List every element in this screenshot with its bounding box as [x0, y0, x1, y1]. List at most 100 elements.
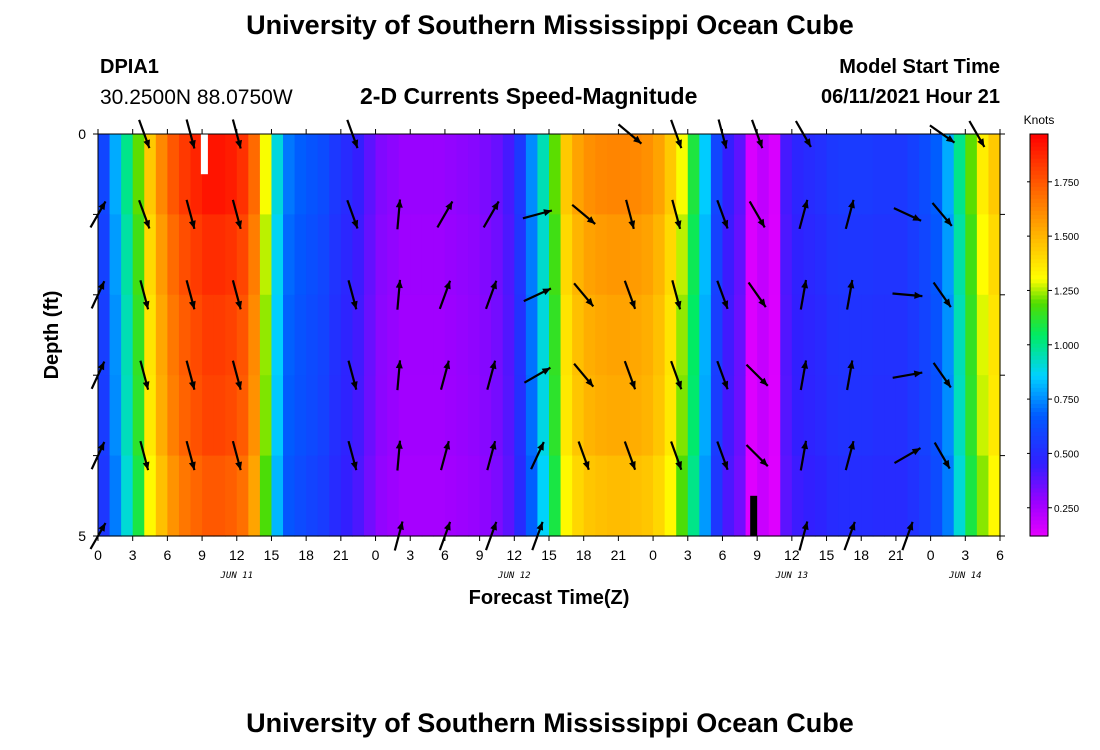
heatmap-cell	[919, 294, 932, 376]
heatmap-cell	[248, 455, 261, 537]
heatmap-cell	[213, 375, 226, 457]
heatmap-cell	[502, 375, 515, 457]
x-tick-label: 12	[229, 547, 245, 563]
colorbar: 0.250 0.500 0.750 1.000 1.250 1.500 1.750 Knots	[1024, 113, 1079, 537]
colorbar-swatch	[1030, 302, 1048, 308]
day-label: JUN 12	[497, 571, 531, 581]
heatmap-cell	[687, 214, 700, 296]
colorbar-swatch	[1030, 306, 1048, 312]
heatmap-cell	[421, 455, 434, 537]
heatmap-cell	[583, 134, 596, 215]
colorbar-swatch	[1030, 154, 1048, 159]
colorbar-swatch	[1030, 411, 1048, 416]
colorbar-swatch	[1030, 178, 1048, 183]
current-vector	[185, 360, 196, 390]
heatmap-cell	[942, 294, 955, 376]
heatmap-cell	[514, 134, 527, 215]
heatmap-cell	[387, 294, 400, 376]
heatmap-cell	[734, 294, 747, 376]
heatmap-cell	[757, 134, 770, 215]
heatmap-cell	[907, 134, 920, 215]
heatmap-cell	[121, 455, 134, 537]
heatmap-cell	[109, 214, 122, 296]
heatmap-cell	[560, 294, 573, 376]
current-vector	[932, 362, 952, 389]
heatmap-cell	[768, 294, 781, 376]
heatmap-cell	[456, 375, 469, 457]
colorbar-tick-label: 0.250	[1054, 504, 1079, 515]
heatmap-cell	[306, 294, 319, 376]
footer-title: University of Southern Mississippi Ocean…	[246, 708, 854, 738]
colorbar-swatch	[1030, 138, 1048, 143]
heatmap-cell	[838, 455, 851, 537]
colorbar-swatch	[1030, 519, 1048, 525]
heatmap-cell	[884, 375, 897, 457]
heatmap-cell	[988, 455, 1001, 537]
heatmap-cell	[861, 375, 874, 457]
heatmap-cell	[421, 134, 434, 215]
current-vector	[139, 360, 150, 390]
colorbar-swatch	[1030, 491, 1048, 497]
heatmap-cell	[942, 375, 955, 457]
colorbar-swatch	[1030, 322, 1048, 328]
current-vector	[799, 279, 809, 310]
colorbar-swatch	[1030, 298, 1048, 304]
heatmap-cell	[271, 375, 284, 457]
x-tick-label: 15	[541, 547, 557, 563]
current-vector	[185, 280, 196, 310]
current-vector	[347, 360, 358, 390]
colorbar-swatch	[1030, 210, 1048, 215]
x-axis-title: Forecast Time(Z)	[469, 587, 630, 609]
heatmap-cell	[98, 134, 111, 215]
heatmap-cell	[826, 134, 839, 215]
current-vector	[395, 360, 403, 391]
current-vector	[670, 441, 683, 471]
heatmap-cell	[849, 375, 862, 457]
heatmap-cell	[537, 375, 550, 457]
heatmap-cell	[710, 294, 724, 376]
current-vector	[716, 441, 729, 471]
colorbar-swatch	[1030, 166, 1048, 171]
heatmap-cell	[491, 134, 504, 215]
colorbar-swatch	[1030, 186, 1048, 191]
current-vector	[185, 440, 196, 471]
x-tick-label: 3	[129, 547, 137, 563]
heatmap-cell	[861, 455, 874, 537]
heatmap-cell	[710, 214, 724, 296]
current-vector	[747, 281, 767, 308]
heatmap-cell	[872, 294, 885, 376]
heatmap-cell	[606, 294, 619, 376]
colorbar-swatch	[1030, 150, 1048, 155]
heatmap-cell	[271, 455, 284, 537]
heatmap-cell	[895, 134, 909, 215]
heatmap-cell	[294, 134, 307, 215]
heatmap-cell	[803, 375, 816, 457]
heatmap-cell	[98, 375, 111, 457]
heatmap-cell	[930, 214, 943, 296]
heatmap-cell	[641, 375, 654, 457]
heatmap-cell	[398, 134, 411, 215]
heatmap-cell	[444, 455, 458, 537]
heatmap-cell	[387, 214, 400, 296]
x-tick-label: 6	[719, 547, 727, 563]
heatmap-cell	[965, 375, 978, 457]
current-vector	[573, 362, 595, 388]
colorbar-swatch	[1030, 198, 1048, 203]
heatmap-cell	[502, 214, 515, 296]
colorbar-swatch	[1030, 371, 1048, 376]
colorbar-swatch	[1030, 326, 1048, 332]
heatmap-cell	[710, 455, 724, 537]
heatmap-cell	[826, 375, 839, 457]
heatmap-cell	[363, 294, 377, 376]
colorbar-swatch	[1030, 387, 1048, 392]
heatmap-cell	[259, 214, 273, 296]
colorbar-swatch	[1030, 459, 1048, 465]
heatmap-cell	[248, 375, 261, 457]
heatmap-cell	[502, 455, 515, 537]
heatmap-cell	[109, 294, 122, 376]
heatmap-cell	[283, 134, 296, 215]
heatmap-cell	[572, 455, 585, 537]
colorbar-swatch	[1030, 475, 1048, 481]
current-vector	[799, 360, 809, 391]
